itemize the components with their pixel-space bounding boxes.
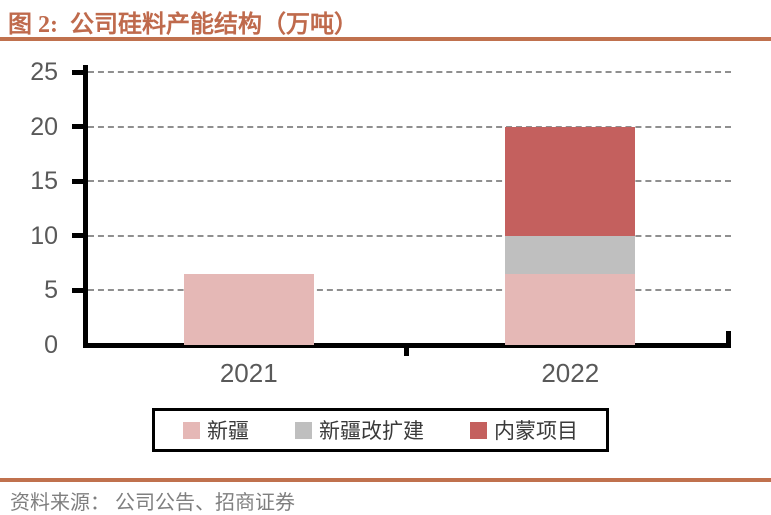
gridline	[88, 125, 731, 128]
legend-label: 内蒙项目	[494, 419, 578, 443]
y-axis-tick	[72, 69, 83, 75]
bar-segment	[505, 235, 636, 275]
bar-segment	[505, 274, 636, 345]
figure-title: 图 2: 公司硅料产能结构（万吨）	[8, 12, 358, 38]
y-axis-tick	[72, 233, 83, 239]
y-axis-tick	[72, 178, 83, 184]
gridline	[88, 180, 731, 183]
y-axis-ticks	[72, 69, 83, 345]
legend: 新疆 新疆改扩建 内蒙项目	[152, 408, 609, 452]
legend-label: 新疆改扩建	[319, 419, 424, 443]
y-tick-label: 5	[44, 276, 58, 305]
bar-segment	[505, 126, 636, 236]
legend-item: 新疆改扩建	[295, 415, 424, 445]
y-tick-label: 0	[44, 331, 58, 359]
x-axis-line	[83, 343, 731, 348]
x-axis-mid-tick	[404, 348, 409, 356]
x-tick-label: 2022	[541, 358, 600, 388]
y-axis-tick	[72, 287, 83, 293]
legend-swatch	[183, 421, 200, 439]
plot-area	[88, 71, 731, 345]
footer-rule	[0, 478, 771, 482]
bar-segment	[183, 274, 314, 345]
gridline	[88, 289, 731, 292]
y-tick-label: 15	[30, 167, 58, 196]
x-axis-labels: 2021 2022	[88, 358, 731, 392]
y-axis-tick	[72, 124, 83, 130]
legend-label: 新疆	[207, 419, 249, 443]
header-rule	[0, 37, 771, 41]
y-tick-label: 10	[30, 221, 58, 250]
x-axis-end-tick	[726, 331, 731, 343]
gridline	[88, 234, 731, 237]
gridline	[88, 71, 731, 73]
y-tick-label: 25	[30, 58, 58, 86]
y-axis-line	[83, 65, 88, 348]
legend-item: 内蒙项目	[470, 415, 578, 445]
legend-swatch	[295, 421, 312, 439]
legend-item: 新疆	[183, 415, 249, 445]
y-tick-label: 20	[30, 112, 58, 141]
legend-swatch	[470, 421, 487, 439]
x-tick-label: 2021	[219, 358, 278, 388]
y-axis-labels: 0 5 10 15 20 25	[0, 58, 58, 359]
source-text: 资料来源： 公司公告、招商证券	[10, 492, 295, 514]
